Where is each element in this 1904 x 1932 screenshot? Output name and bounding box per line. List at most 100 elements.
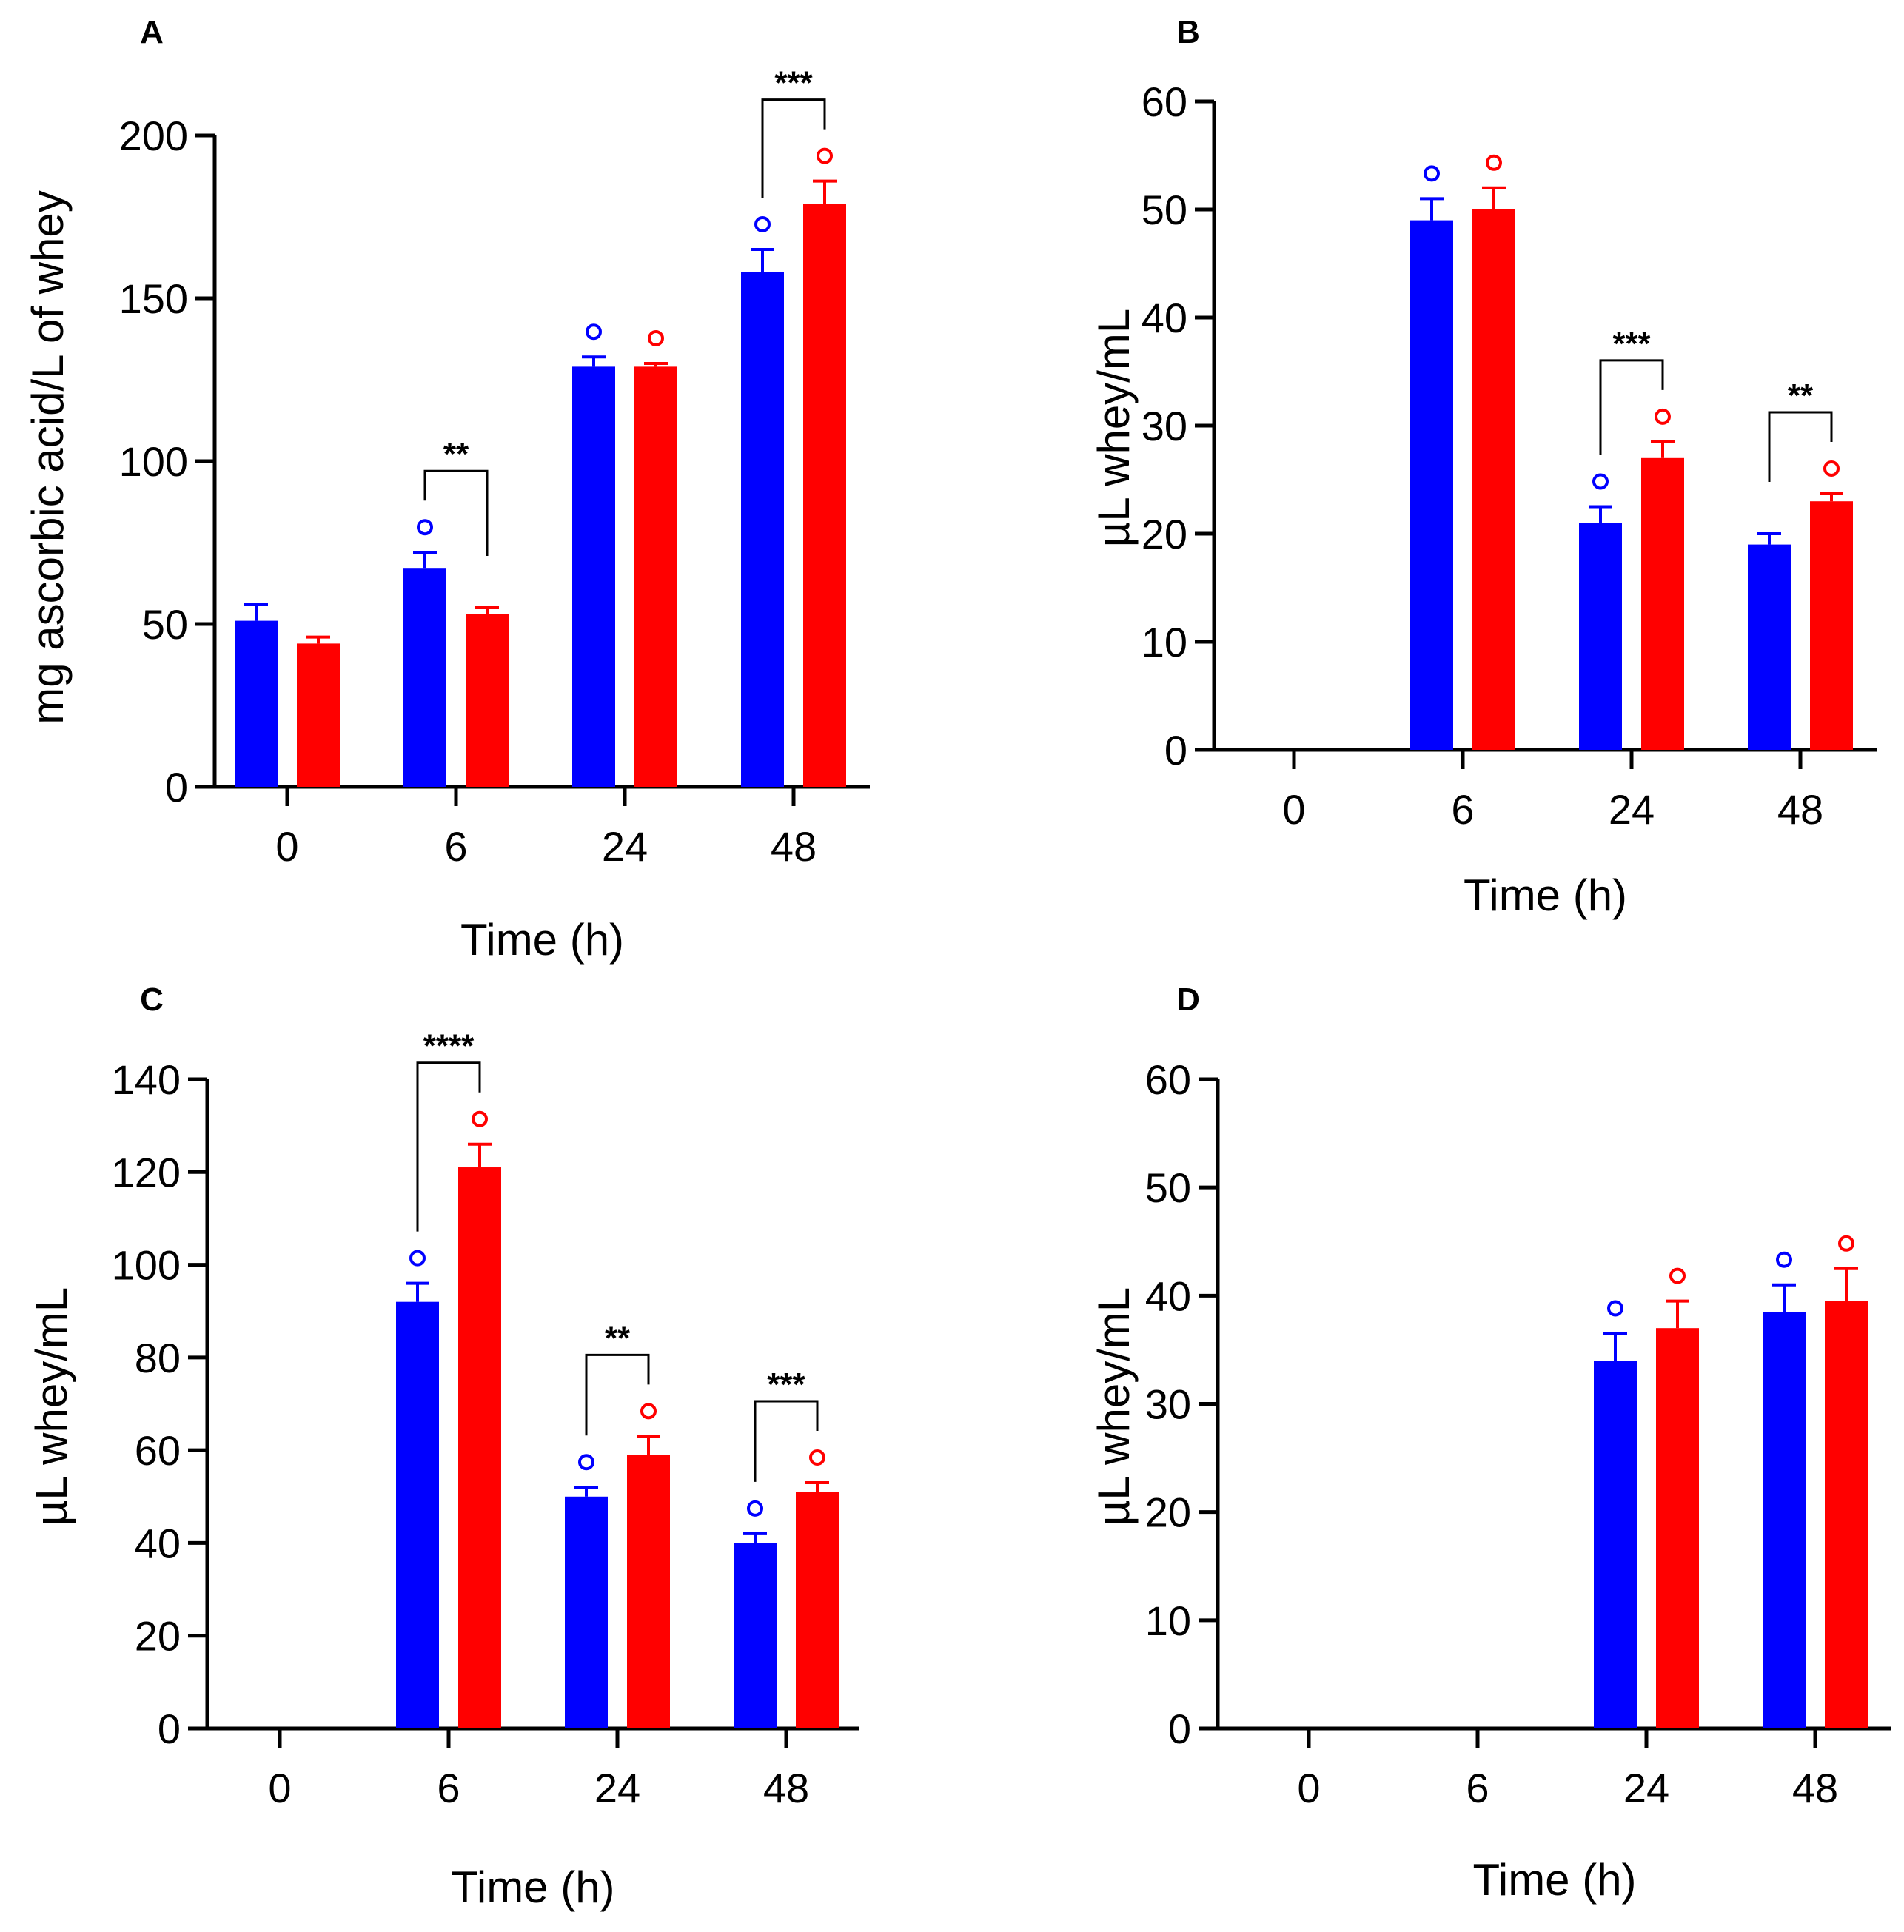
x-tick-label: 24 [1623, 1765, 1669, 1811]
significance-bracket [1599, 359, 1664, 455]
marker-icon [472, 1110, 488, 1127]
y-axis-title: µL whey/mL [1089, 309, 1139, 547]
y-tick-label: 20 [1142, 511, 1187, 557]
marker-icon [1655, 408, 1671, 425]
bar [1656, 1328, 1699, 1728]
bar [1748, 544, 1791, 750]
x-axis-title: Time (h) [460, 915, 624, 965]
bar [1825, 1301, 1868, 1728]
bar [297, 643, 340, 787]
panel-c: C 0 20 40 60 80 100 120 140 µL whey/mL Time (h) 0 6 2… [27, 982, 859, 1912]
marker-icon [409, 1250, 426, 1267]
y-tick-label: 80 [135, 1335, 181, 1381]
bar [634, 366, 677, 787]
y-tick-label: 30 [1142, 403, 1187, 449]
significance-label: *** [1612, 326, 1651, 362]
y-tick-label: 140 [112, 1056, 181, 1103]
marker-icon [578, 1454, 594, 1471]
marker-icon [586, 323, 602, 341]
marker-icon [1823, 460, 1840, 477]
bar [1410, 220, 1453, 751]
y-tick-label: 50 [1142, 187, 1187, 233]
x-tick-label: 24 [1609, 786, 1655, 833]
x-axis-title: Time (h) [451, 1862, 614, 1912]
y-axis-title: µL whey/mL [27, 1287, 76, 1526]
significance-label: *** [767, 1366, 805, 1403]
significance-label: ** [1788, 378, 1814, 414]
bar [734, 1543, 777, 1728]
panel-d: D 0 10 20 30 40 50 60 µL whey/mL Time (h) 0 6 24 48 [1089, 982, 1891, 1905]
y-tick-label: 50 [142, 601, 188, 648]
x-tick-label: 24 [594, 1765, 640, 1811]
y-tick-label: 150 [119, 275, 188, 322]
bar [627, 1455, 670, 1728]
significance-bracket [423, 469, 489, 556]
significance-label: ** [605, 1320, 631, 1356]
y-tick-label: 200 [119, 113, 188, 159]
bar [1810, 501, 1853, 750]
x-tick-label: 48 [771, 823, 817, 870]
marker-icon [817, 147, 833, 164]
marker-icon [1424, 165, 1440, 182]
y-tick-label: 20 [1145, 1489, 1191, 1536]
panel-b: B 0 10 20 30 40 50 60 µL whey/mL Time (h) 0 6 24 48 **… [1089, 14, 1877, 920]
y-tick-label: 0 [1168, 1705, 1191, 1752]
panel-letter: D [1176, 982, 1200, 1018]
x-tick-label: 6 [444, 823, 467, 870]
marker-icon [417, 519, 433, 536]
bar [796, 1492, 839, 1728]
bar [565, 1496, 608, 1728]
bar [803, 204, 846, 787]
bar [1472, 209, 1515, 750]
x-tick-label: 0 [275, 823, 298, 870]
x-tick-label: 6 [1451, 786, 1474, 833]
y-tick-label: 40 [1142, 295, 1187, 341]
marker-icon [1592, 473, 1609, 490]
bar [1579, 523, 1622, 750]
y-tick-label: 10 [1145, 1597, 1191, 1644]
x-tick-label: 48 [1792, 1765, 1838, 1811]
marker-icon [648, 330, 664, 346]
significance-label: ** [443, 436, 469, 472]
x-tick-label: 24 [602, 823, 648, 870]
x-tick-label: 0 [268, 1765, 291, 1811]
y-tick-label: 30 [1145, 1381, 1191, 1428]
significance-bracket [761, 98, 826, 198]
y-tick-label: 10 [1142, 619, 1187, 665]
marker-icon [809, 1449, 825, 1466]
marker-icon [1838, 1235, 1854, 1252]
panel-a: A 0 50 100 150 200 mg ascorbic acid/L of whey T… [23, 14, 870, 965]
x-tick-label: 0 [1282, 786, 1305, 833]
bar [235, 620, 278, 787]
significance-bracket [1768, 411, 1833, 482]
bar [572, 366, 615, 787]
marker-icon [1776, 1251, 1792, 1268]
marker-icon [640, 1403, 657, 1420]
x-tick-label: 0 [1297, 1765, 1320, 1811]
y-tick-label: 0 [158, 1705, 181, 1752]
significance-label: *** [774, 65, 813, 101]
y-tick-label: 40 [135, 1520, 181, 1566]
bar [466, 614, 509, 787]
y-tick-label: 120 [112, 1149, 181, 1195]
significance-bracket [585, 1353, 650, 1436]
bar [396, 1301, 439, 1728]
significance-label: **** [423, 1028, 475, 1064]
y-tick-label: 40 [1145, 1272, 1191, 1319]
x-tick-label: 48 [1777, 786, 1823, 833]
y-axis-title: µL whey/mL [1089, 1287, 1139, 1526]
marker-icon [754, 216, 771, 232]
y-tick-label: 100 [112, 1242, 181, 1289]
x-tick-label: 48 [763, 1765, 809, 1811]
x-axis-title: Time (h) [1464, 871, 1627, 920]
x-axis-title: Time (h) [1472, 1855, 1636, 1905]
marker-icon [1607, 1300, 1623, 1317]
y-axis-title: mg ascorbic acid/L of whey [23, 190, 73, 724]
y-tick-label: 100 [119, 438, 188, 485]
y-tick-label: 20 [135, 1613, 181, 1660]
significance-bracket [416, 1061, 481, 1232]
x-tick-label: 6 [1466, 1765, 1489, 1811]
bar [741, 272, 784, 787]
bar [403, 568, 446, 787]
